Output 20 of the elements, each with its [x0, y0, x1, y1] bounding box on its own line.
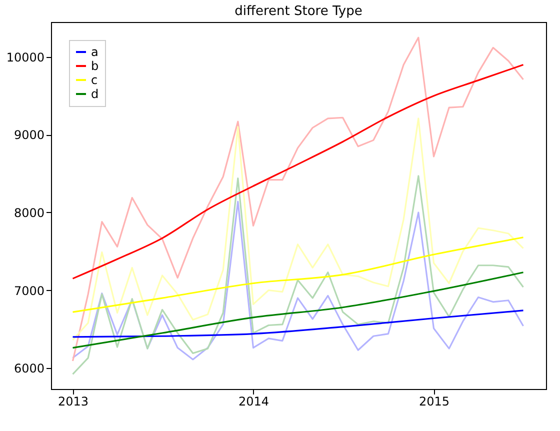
y-tick-label: 10000 [6, 50, 44, 64]
x-tick-label: 2013 [58, 394, 89, 408]
line-series [72, 272, 524, 349]
legend-label: d [91, 87, 99, 101]
y-tick-label: 6000 [14, 362, 44, 376]
legend-label: c [91, 73, 98, 87]
y-tick-label: 8000 [14, 206, 44, 220]
line-series [72, 36, 524, 362]
legend-label: a [91, 45, 98, 59]
x-tick-label: 2015 [418, 394, 450, 408]
chart-title: different Store Type [234, 4, 362, 19]
legend-label: b [91, 59, 99, 73]
line-series [72, 310, 524, 338]
line-series [72, 118, 524, 341]
line-series [72, 175, 524, 376]
x-tick-label: 2014 [238, 394, 270, 408]
line-series [72, 236, 524, 313]
line-series [72, 200, 524, 360]
y-tick-label: 7000 [14, 284, 44, 298]
y-tick-label: 9000 [14, 128, 44, 142]
